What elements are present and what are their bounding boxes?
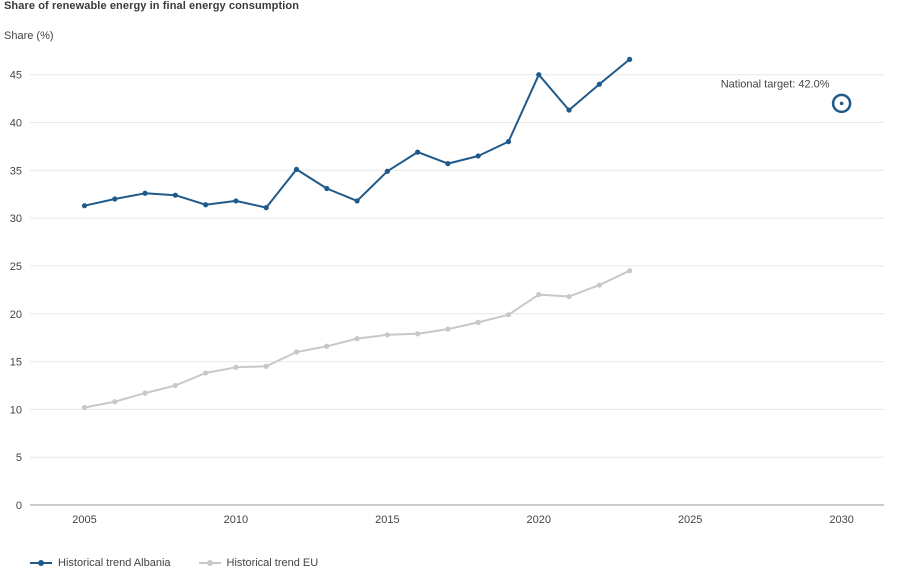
data-point[interactable] <box>233 364 239 370</box>
data-point[interactable] <box>415 149 421 155</box>
x-tick-label: 2030 <box>829 514 853 526</box>
data-point[interactable] <box>354 198 360 204</box>
data-point[interactable] <box>112 196 118 202</box>
data-point[interactable] <box>172 192 178 198</box>
data-point[interactable] <box>142 390 148 396</box>
data-point[interactable] <box>475 319 481 325</box>
y-tick-labels: 0 5 10 15 20 25 30 35 40 45 <box>10 70 22 512</box>
x-tick-label: 2010 <box>224 514 248 526</box>
data-point[interactable] <box>293 349 300 355</box>
series-1 <box>81 268 633 411</box>
y-tick-label: 25 <box>10 261 22 273</box>
target-marker-center <box>839 101 844 106</box>
legend-item-albania[interactable]: Historical trend Albania <box>30 557 171 569</box>
legend-swatch-albania <box>30 558 52 568</box>
x-tick-label: 2025 <box>678 514 702 526</box>
data-point[interactable] <box>81 404 88 411</box>
legend-swatch-eu <box>198 558 221 568</box>
series-group <box>81 56 633 411</box>
data-point[interactable] <box>81 203 88 209</box>
x-tick-label: 2005 <box>72 514 96 526</box>
data-point[interactable] <box>627 56 633 62</box>
data-point[interactable] <box>263 205 269 211</box>
data-point[interactable] <box>293 166 300 172</box>
data-point[interactable] <box>505 139 512 145</box>
data-point[interactable] <box>445 326 451 332</box>
data-point[interactable] <box>112 399 118 405</box>
data-point[interactable] <box>324 343 330 349</box>
y-tick-label: 5 <box>16 452 22 464</box>
data-point[interactable] <box>324 185 330 192</box>
data-point[interactable] <box>566 293 572 300</box>
data-point[interactable] <box>627 268 633 274</box>
legend-item-eu[interactable]: Historical trend EU <box>198 557 319 569</box>
data-point[interactable] <box>384 332 390 338</box>
data-point[interactable] <box>142 190 148 196</box>
data-point[interactable] <box>475 153 481 159</box>
y-tick-label: 45 <box>10 70 22 82</box>
target-label: National target: 42.0% <box>721 78 830 90</box>
data-point[interactable] <box>203 370 209 376</box>
data-point[interactable] <box>203 202 209 208</box>
data-point[interactable] <box>505 312 512 318</box>
y-tick-label: 30 <box>10 213 22 225</box>
y-tick-label: 40 <box>10 118 22 130</box>
data-point[interactable] <box>596 282 602 288</box>
legend-label-eu: Historical trend EU <box>226 557 319 569</box>
y-tick-label: 10 <box>10 404 22 416</box>
data-point[interactable] <box>172 382 178 389</box>
target-group: National target: 42.0% <box>721 78 852 114</box>
data-point[interactable] <box>566 107 572 113</box>
series-0 <box>81 56 633 211</box>
data-point[interactable] <box>445 161 451 167</box>
x-tick-labels: 2005 2010 2015 2020 2025 2030 <box>72 514 854 526</box>
data-point[interactable] <box>415 331 421 337</box>
y-tick-label: 35 <box>10 165 22 177</box>
data-point[interactable] <box>536 72 542 78</box>
y-tick-label: 20 <box>10 309 22 321</box>
gridlines <box>30 74 884 506</box>
x-tick-label: 2020 <box>527 514 551 526</box>
y-tick-label: 0 <box>16 500 22 512</box>
legend: Historical trend Albania Historical tren… <box>30 557 346 569</box>
data-point[interactable] <box>536 292 542 298</box>
data-point[interactable] <box>233 198 239 204</box>
y-axis-label: Share (%) <box>4 30 54 42</box>
series-line-0 <box>84 58 631 209</box>
legend-label-albania: Historical trend Albania <box>58 557 171 569</box>
chart-title: Share of renewable energy in final energ… <box>4 0 300 12</box>
x-tick-label: 2015 <box>375 514 399 526</box>
data-point[interactable] <box>354 336 360 342</box>
y-tick-label: 15 <box>10 357 22 369</box>
data-point[interactable] <box>596 81 602 87</box>
data-point[interactable] <box>384 168 390 174</box>
data-point[interactable] <box>263 363 269 369</box>
